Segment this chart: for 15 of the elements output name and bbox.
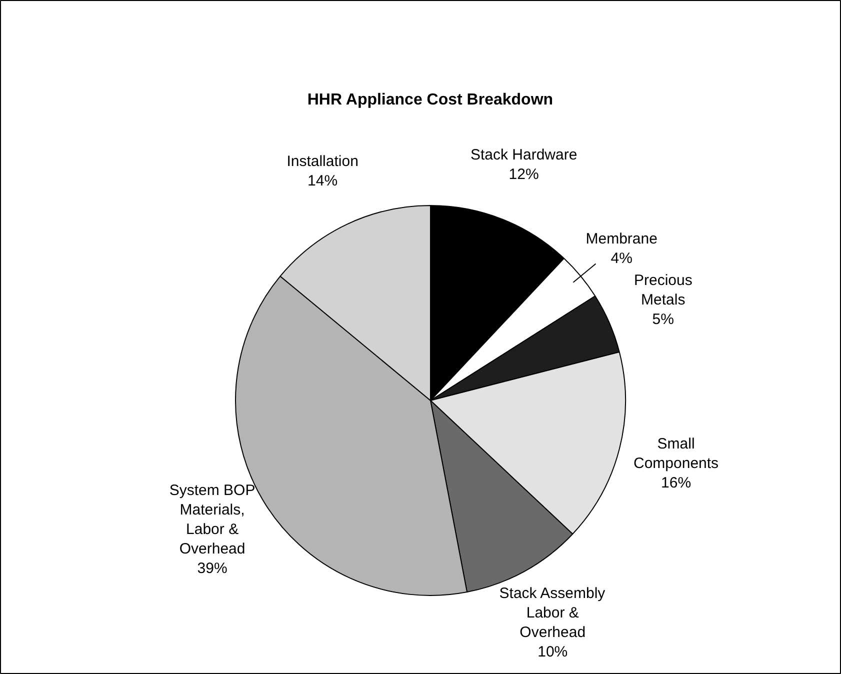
data-label: 14% [308, 172, 338, 190]
slice-label: Stack Hardware [470, 146, 578, 164]
slice-label: Installation [286, 152, 358, 170]
chart-title: HHR Appliance Cost Breakdown [307, 92, 554, 109]
slice-label: Membrane [586, 230, 658, 248]
slice-label: Small Components [634, 435, 719, 472]
data-label: 5% [652, 310, 674, 328]
data-label: 4% [610, 250, 632, 268]
data-label: 39% [197, 560, 228, 578]
slice-label: Precious Metals [634, 272, 692, 308]
data-label: 16% [661, 474, 692, 492]
data-label: 10% [538, 643, 568, 660]
slice-label: System BOP Materials, Labor & Overhead [169, 482, 256, 558]
slice-label: Stack Assembly Labor & Overhead [499, 584, 606, 641]
data-label: 12% [508, 166, 539, 184]
